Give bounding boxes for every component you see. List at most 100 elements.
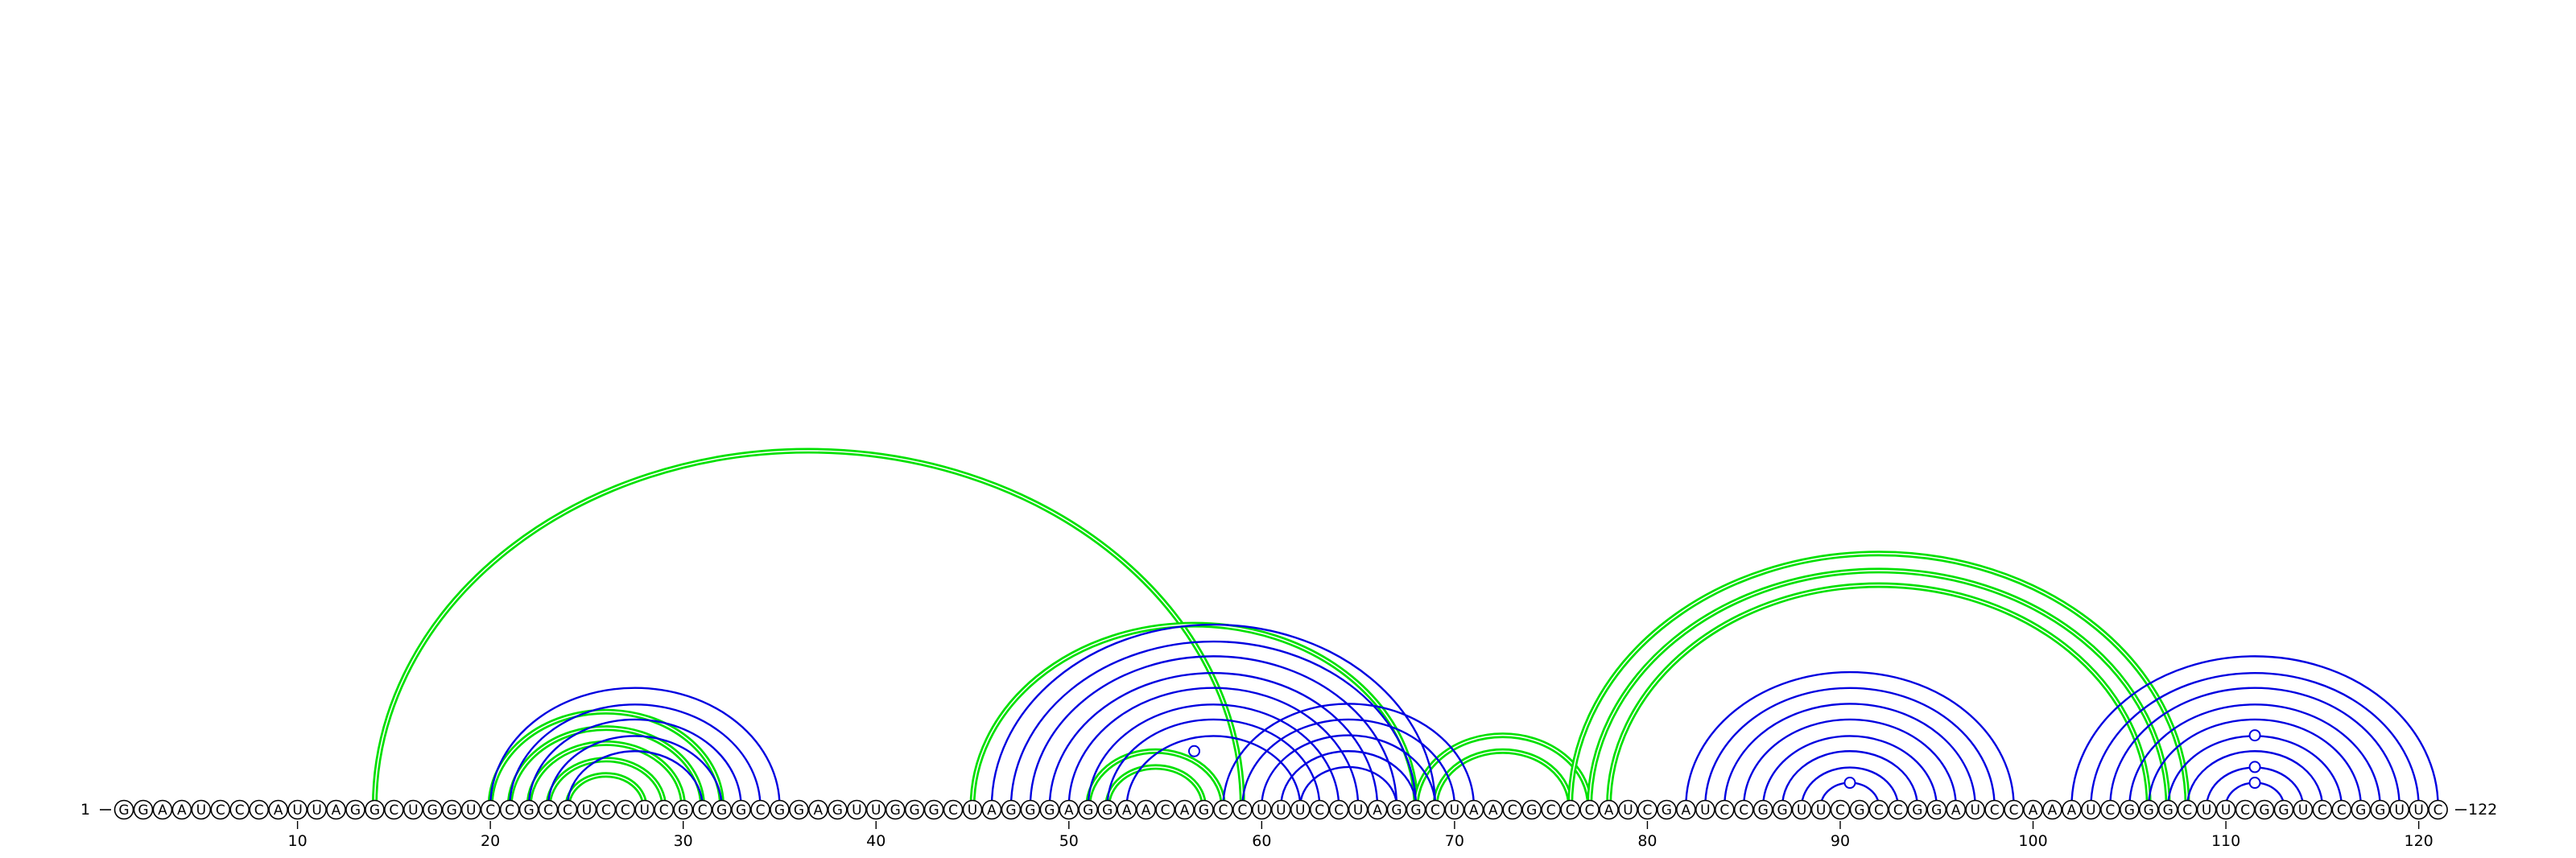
nucleotide-circle bbox=[2273, 799, 2294, 820]
nucleotide-98: C bbox=[1984, 799, 2004, 820]
nucleotide-letter: G bbox=[2124, 802, 2135, 819]
nucleotide-letter: C bbox=[698, 802, 708, 819]
nucleotide-circle bbox=[152, 799, 173, 820]
nucleotide-letter: C bbox=[2009, 802, 2019, 819]
nucleotide-circle bbox=[1579, 799, 1600, 820]
nucleotide-115: C bbox=[2312, 799, 2333, 820]
nucleotide-circle bbox=[846, 799, 867, 820]
nucleotide-circle bbox=[518, 799, 539, 820]
nucleotide-letter: C bbox=[948, 802, 958, 819]
nucleotide-circle bbox=[2215, 799, 2236, 820]
blue-arc-106-117 bbox=[2148, 718, 2362, 807]
tick-label-110: 110 bbox=[2211, 832, 2240, 850]
nucleotide-86: G bbox=[1752, 799, 1773, 820]
nucleotide-circle bbox=[1907, 799, 1928, 820]
blue-arc-59-70 bbox=[1241, 718, 1456, 807]
tick-label-10: 10 bbox=[288, 832, 308, 850]
nucleotide-letter: G bbox=[736, 802, 746, 819]
nucleotide-letter: G bbox=[523, 802, 534, 819]
nucleotide-circle bbox=[1444, 799, 1465, 820]
nucleotide-circle bbox=[1174, 799, 1195, 820]
nucleotide-circle bbox=[268, 799, 288, 820]
nucleotide-69: C bbox=[1425, 799, 1446, 820]
nucleotide-circle bbox=[1676, 799, 1696, 820]
gu-marker-110-113 bbox=[2248, 777, 2261, 790]
nucleotide-circle bbox=[828, 799, 848, 820]
nucleotide-circle bbox=[1271, 799, 1291, 820]
nucleotide-letter: U bbox=[640, 802, 650, 819]
nucleotide-82: A bbox=[1676, 799, 1696, 820]
nucleotide-circle bbox=[962, 799, 983, 820]
nucleotide-letter: C bbox=[485, 802, 495, 819]
nucleotide-circle bbox=[904, 799, 925, 820]
green-pair-arcs bbox=[371, 448, 2190, 807]
nucleotide-circle bbox=[1483, 799, 1504, 820]
nucleotide-letter: G bbox=[447, 802, 457, 819]
nucleotide-letter: G bbox=[369, 802, 380, 819]
nucleotide-circle bbox=[2409, 799, 2429, 820]
green-arc-core-68-77 bbox=[1415, 734, 1591, 807]
green-arc-core-77-107 bbox=[1588, 570, 2169, 807]
nucleotide-letter: C bbox=[1237, 802, 1247, 819]
nucleotide-109: U bbox=[2196, 799, 2217, 820]
nucleotide-56: A bbox=[1174, 799, 1195, 820]
green-arc-78-106 bbox=[1606, 582, 2152, 807]
nucleotide-letter: A bbox=[1373, 802, 1382, 819]
nucleotide-35: G bbox=[770, 799, 790, 820]
nucleotide-11: U bbox=[307, 799, 327, 820]
nucleotide-letter: G bbox=[1199, 802, 1209, 819]
nucleotide-letter: A bbox=[332, 802, 341, 819]
nucleotide-letter: C bbox=[1719, 802, 1729, 819]
nucleotide-letter: U bbox=[292, 802, 302, 819]
nucleotide-circle bbox=[1888, 799, 1909, 820]
nucleotide-circle bbox=[770, 799, 790, 820]
nucleotide-letter: U bbox=[852, 802, 861, 819]
blue-arc-103-120 bbox=[2090, 672, 2420, 807]
nucleotide-circle bbox=[2177, 799, 2198, 820]
nucleotide-letter: G bbox=[350, 802, 361, 819]
nucleotide-letter: G bbox=[2355, 802, 2366, 819]
nucleotide-13: G bbox=[345, 799, 365, 820]
nucleotide-54: A bbox=[1136, 799, 1156, 820]
nucleotide-letter: C bbox=[543, 802, 553, 819]
green-arc-68-77 bbox=[1413, 732, 1593, 807]
blue-arc-49-66 bbox=[1048, 672, 1379, 807]
nucleotide-94: G bbox=[1907, 799, 1928, 820]
nucleotide-circle bbox=[1252, 799, 1272, 820]
nucleotide-letter: A bbox=[2067, 802, 2077, 819]
nucleotide-55: C bbox=[1155, 799, 1175, 820]
nucleotide-16: U bbox=[403, 799, 423, 820]
tick-label-50: 50 bbox=[1059, 832, 1079, 850]
tick-label-100: 100 bbox=[2018, 832, 2047, 850]
nucleotide-24: C bbox=[557, 799, 578, 820]
nucleotide-25: U bbox=[576, 799, 597, 820]
nucleotide-46: A bbox=[981, 799, 1002, 820]
gu-marker-89-92 bbox=[1843, 777, 1856, 790]
tick-label-40: 40 bbox=[866, 832, 886, 850]
nucleotide-circle bbox=[615, 799, 636, 820]
blue-arc-102-121 bbox=[2070, 655, 2439, 807]
nucleotide-letter: A bbox=[814, 802, 824, 819]
nucleotide-letter: G bbox=[2278, 802, 2289, 819]
nucleotide-circle bbox=[2062, 799, 2082, 820]
nucleotide-letter: U bbox=[312, 802, 321, 819]
tick-label-60: 60 bbox=[1252, 832, 1271, 850]
nucleotide-circle bbox=[1599, 799, 1619, 820]
nucleotide-circle bbox=[229, 799, 250, 820]
nucleotide-58: C bbox=[1213, 799, 1233, 820]
nucleotide-letter: U bbox=[2086, 802, 2095, 819]
nucleotide-97: U bbox=[1965, 799, 1985, 820]
nucleotide-circle bbox=[1020, 799, 1041, 820]
nucleotide-circle bbox=[634, 799, 655, 820]
nucleotide-63: C bbox=[1309, 799, 1330, 820]
nucleotide-letter: C bbox=[254, 802, 264, 819]
nucleotide-50: A bbox=[1059, 799, 1080, 820]
nucleotide-circle bbox=[1868, 799, 1889, 820]
nucleotide-118: G bbox=[2370, 799, 2391, 820]
nucleotide-circle bbox=[499, 799, 520, 820]
nucleotide-letter: C bbox=[216, 802, 225, 819]
nucleotide-30: G bbox=[673, 799, 693, 820]
nucleotide-letter: G bbox=[1526, 802, 1537, 819]
nucleotide-4: A bbox=[171, 799, 192, 820]
